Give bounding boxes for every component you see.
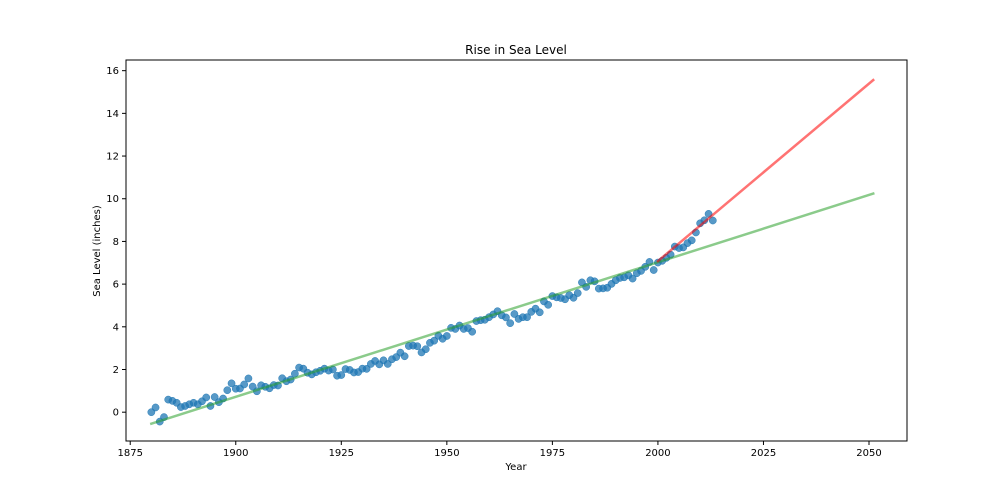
y-tick-label: 2 — [113, 365, 119, 376]
y-tick-label: 6 — [113, 280, 119, 291]
x-tick-label: 1875 — [117, 448, 142, 459]
y-tick-label: 12 — [106, 152, 119, 163]
scatter-point — [523, 313, 531, 322]
scatter-point — [413, 342, 422, 351]
x-tick-label: 1950 — [434, 448, 459, 459]
scatter-point — [210, 393, 219, 401]
y-tick-label: 4 — [113, 322, 119, 333]
scatter-point — [502, 313, 510, 322]
x-tick-label: 2000 — [645, 448, 670, 459]
scatter-point — [628, 274, 637, 283]
scatter-point — [510, 310, 519, 318]
chart-title: Rise in Sea Level — [465, 43, 567, 57]
scatter-point — [202, 393, 211, 402]
x-tick-label: 1900 — [223, 448, 248, 459]
scatter-point — [240, 380, 249, 389]
x-tick-label: 1975 — [540, 448, 565, 459]
x-tick-label: 2050 — [856, 448, 881, 459]
y-tick-label: 16 — [106, 66, 119, 77]
scatter-point — [468, 327, 477, 336]
scatter-point — [506, 319, 515, 328]
y-tick-label: 14 — [106, 109, 119, 120]
scatter-point — [544, 300, 553, 309]
scatter-point — [573, 289, 582, 297]
x-axis-label: Year — [504, 462, 527, 473]
x-tick-label: 1925 — [329, 448, 354, 459]
scatter-point — [708, 216, 717, 225]
scatter-point — [244, 374, 253, 383]
scatter-point — [421, 345, 430, 354]
scatter-point — [337, 371, 346, 379]
y-tick-label: 8 — [113, 237, 119, 248]
y-tick-label: 0 — [113, 408, 119, 419]
scatter-point — [151, 403, 160, 412]
y-axis-label: Sea Level (inches) — [92, 205, 103, 297]
scatter-point — [227, 379, 236, 388]
scatter-point — [430, 336, 439, 345]
scatter-point — [362, 365, 371, 373]
y-axis: 0 2 4 6 8 10 12 14 16 — [106, 66, 126, 419]
fit-line-all-data — [149, 192, 875, 426]
y-tick-label: 10 — [106, 194, 119, 205]
scatter-point — [535, 308, 544, 317]
scatter-point — [649, 266, 658, 274]
x-tick-label: 2025 — [751, 448, 776, 459]
scatter-point — [223, 386, 232, 395]
data-marks — [147, 78, 875, 426]
fit-line-recent-data — [656, 78, 875, 263]
axes-frame — [125, 59, 908, 442]
scatter-point — [400, 352, 409, 361]
scatter-point — [442, 332, 451, 340]
scatter-point — [687, 236, 696, 245]
x-axis: 1875 1900 1925 1950 1975 2000 2025 2050 — [117, 441, 882, 459]
